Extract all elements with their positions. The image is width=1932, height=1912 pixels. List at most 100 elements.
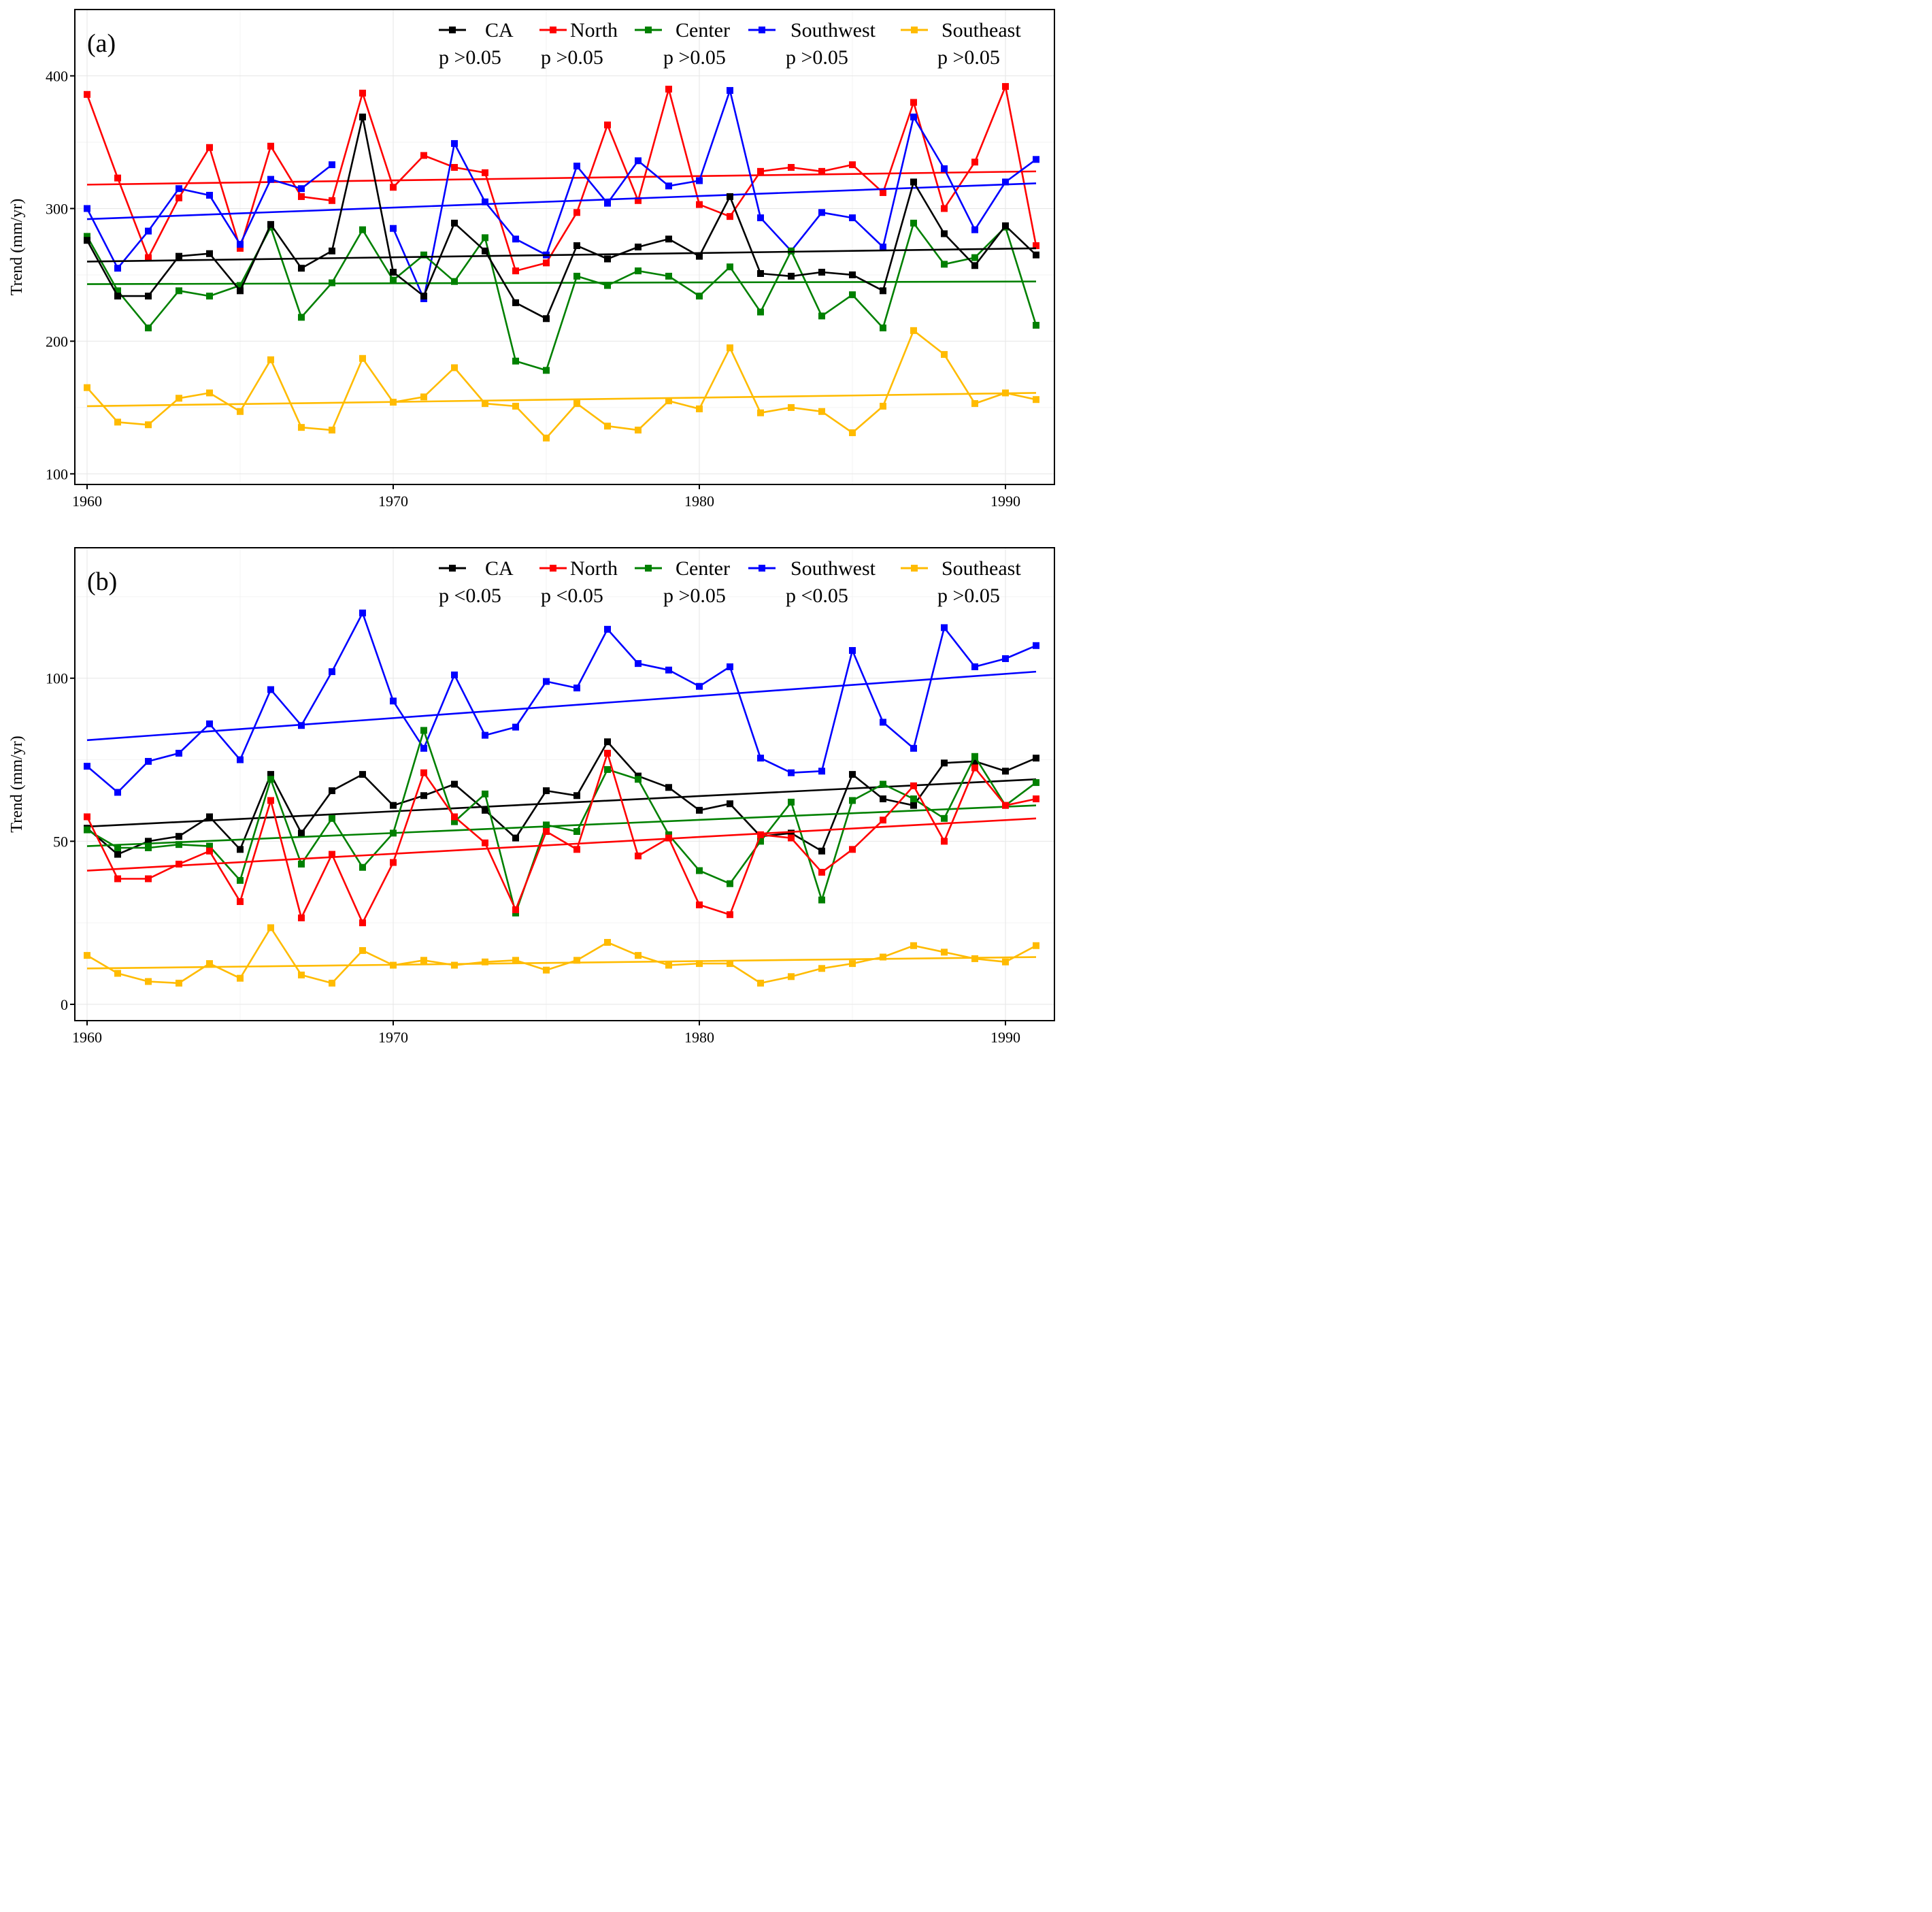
legend-swatch-marker: [645, 565, 652, 572]
data-point-ca: [329, 247, 335, 254]
data-point-center: [696, 293, 703, 300]
data-point-southwest: [727, 663, 733, 670]
data-point-southwest: [145, 757, 152, 765]
data-point-southwest: [329, 161, 335, 169]
data-point-ca: [451, 780, 458, 788]
data-point-ca: [206, 813, 213, 821]
trend-line-southeast: [86, 392, 1037, 408]
data-point-ca: [114, 293, 121, 300]
data-point-center: [420, 251, 427, 259]
x-tick-label: 1990: [990, 493, 1020, 510]
data-point-center: [482, 234, 488, 242]
data-point-center: [573, 272, 580, 280]
data-point-north: [941, 838, 948, 845]
data-point-southwest: [971, 226, 978, 233]
data-point-southeast: [818, 965, 825, 972]
data-point-center: [114, 844, 121, 851]
legend-swatch-marker: [550, 565, 556, 572]
data-point-southeast: [696, 405, 703, 412]
data-point-southeast: [818, 408, 825, 415]
data-point-southwest: [941, 165, 948, 172]
data-point-southwest: [84, 205, 90, 212]
data-point-ca: [818, 847, 825, 855]
y-axis-title: Trend (mm/yr): [8, 736, 26, 832]
data-point-southwest: [114, 265, 121, 272]
data-point-center: [543, 367, 550, 374]
data-point-ca: [145, 838, 152, 845]
data-point-north: [237, 898, 244, 906]
trend-line-ca: [86, 247, 1037, 263]
data-point-north: [910, 99, 917, 106]
data-point-southeast: [329, 979, 335, 987]
data-point-southeast: [1002, 389, 1009, 397]
data-point-southwest: [696, 682, 703, 690]
x-tick-label: 1960: [72, 1029, 102, 1046]
data-point-ca: [1033, 755, 1039, 762]
data-point-north: [757, 167, 764, 175]
data-point-southeast: [757, 979, 764, 987]
trend-line-center: [86, 804, 1037, 847]
y-tick-label: 100: [46, 465, 68, 482]
data-point-southwest: [757, 755, 764, 762]
data-point-southeast: [971, 955, 978, 962]
data-point-north: [1002, 83, 1009, 90]
data-point-center: [635, 776, 642, 783]
data-point-southwest: [451, 139, 458, 147]
data-point-ca: [1002, 222, 1009, 229]
data-point-ca: [176, 252, 182, 260]
data-point-southeast: [727, 960, 733, 968]
data-point-ca: [1033, 251, 1039, 259]
data-point-ca: [114, 851, 121, 858]
data-point-ca: [757, 269, 764, 277]
data-point-center: [604, 765, 611, 773]
legend-label: Center: [676, 557, 730, 580]
data-point-center: [359, 226, 366, 233]
data-point-southwest: [451, 671, 458, 678]
data-point-north: [176, 860, 182, 868]
data-point-ca: [727, 193, 733, 200]
series-line-center: [86, 729, 1037, 914]
x-tick-label: 1980: [684, 493, 714, 510]
data-point-ca: [727, 800, 733, 808]
data-point-southwest: [941, 624, 948, 631]
series-line-southeast: [86, 329, 1037, 440]
data-point-ca: [971, 757, 978, 765]
data-point-ca: [788, 272, 795, 280]
data-point-southeast: [237, 974, 244, 982]
legend-label: CA: [485, 557, 514, 580]
x-tick-label: 1980: [684, 1029, 714, 1046]
data-point-southwest: [482, 731, 488, 739]
data-point-center: [971, 753, 978, 760]
data-point-southeast: [267, 924, 274, 932]
data-point-north: [543, 828, 550, 835]
data-point-southeast: [420, 957, 427, 964]
data-point-southwest: [757, 214, 764, 222]
data-point-ca: [482, 806, 488, 814]
panel-label: (b): [87, 567, 117, 596]
data-point-southeast: [359, 355, 366, 362]
chart-canvas: 100 200 300 400 1960 1970 1980 1990 Trend (mm/yr…: [8, 9, 1055, 1046]
data-point-southeast: [512, 957, 519, 964]
data-point-southeast: [788, 973, 795, 980]
data-point-ca: [788, 829, 795, 837]
data-point-north: [665, 85, 672, 93]
data-point-southwest: [329, 668, 335, 676]
data-point-north: [298, 914, 305, 922]
data-point-southeast: [114, 970, 121, 977]
data-point-southwest: [237, 241, 244, 248]
y-tick-label: 200: [46, 333, 68, 350]
series-southeast: [84, 924, 1039, 987]
series-line-ca: [86, 116, 1037, 320]
data-point-southeast: [237, 408, 244, 415]
data-point-center: [757, 308, 764, 316]
data-point-southwest: [910, 744, 917, 752]
data-point-center: [727, 263, 733, 271]
data-point-north: [941, 205, 948, 212]
data-point-ca: [818, 269, 825, 276]
data-point-southwest: [206, 191, 213, 199]
data-point-center: [329, 814, 335, 822]
data-point-southeast: [145, 978, 152, 985]
data-point-southwest: [604, 625, 611, 633]
data-point-ca: [543, 787, 550, 795]
data-point-ca: [512, 834, 519, 842]
